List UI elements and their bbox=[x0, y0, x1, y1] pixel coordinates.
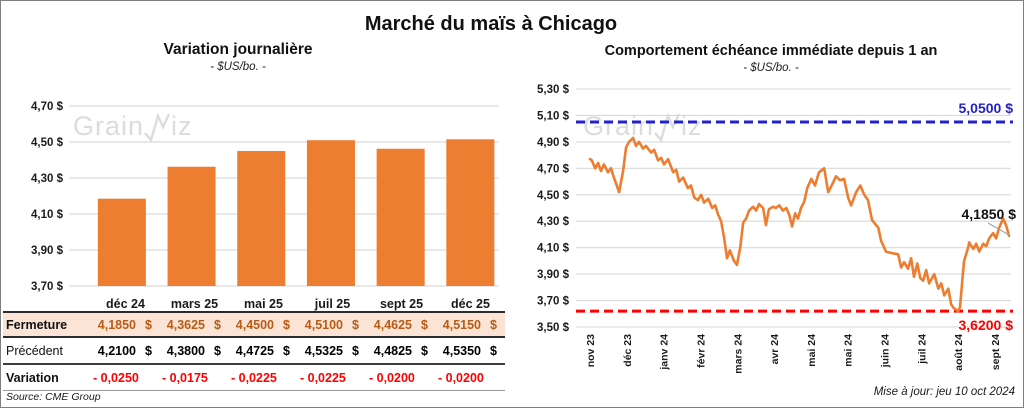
fermeture-value: 4,5100 $ bbox=[304, 317, 359, 332]
bar-chart-title: Variation journalière bbox=[163, 41, 313, 58]
line-chart-subtitle: - $US/bo. - bbox=[743, 62, 799, 74]
row-label: Fermeture bbox=[6, 317, 68, 332]
watermark-zigzag-icon bbox=[144, 112, 171, 142]
precedent-value: 4,2100 $ bbox=[97, 343, 152, 358]
variation-value: - 0,0225 bbox=[300, 370, 346, 385]
x-tick-label: mai 24 bbox=[806, 334, 818, 367]
bar-déc-25 bbox=[446, 139, 495, 286]
y-tick-label: 4,10 $ bbox=[31, 209, 64, 221]
x-tick-label: août 24 bbox=[953, 334, 965, 371]
watermark-text: Grain bbox=[73, 111, 145, 141]
futures-table: déc 24 mars 25 mai 25 juil 25 sept 25 déc 25 … bbox=[3, 290, 505, 391]
front-month-line-chart: 5,30 $ 5,10 $ 4,90 $ 4,70 $ 4,50 $ 4,30 $ 4,10… bbox=[537, 84, 1017, 374]
fermeture-value: 4,4625 $ bbox=[373, 317, 428, 332]
grainwiz-watermark: Grain iz bbox=[73, 111, 193, 142]
bar-mai-25 bbox=[237, 151, 286, 286]
resistance-label: 5,0500 $ bbox=[959, 100, 1014, 116]
y-tick-label: 4,10 $ bbox=[537, 243, 570, 255]
y-tick-label: 4,50 $ bbox=[537, 190, 570, 202]
x-tick-label: mars 24 bbox=[732, 334, 744, 374]
column-header: déc 24 bbox=[106, 297, 145, 311]
y-tick-label: 4,30 $ bbox=[537, 216, 570, 228]
callout-leader-line bbox=[987, 222, 1010, 236]
watermark-text: iz bbox=[681, 111, 703, 141]
precedent-value: 4,5350 $ bbox=[442, 343, 497, 358]
x-tick-label: févr 24 bbox=[695, 334, 707, 368]
column-header: juil 25 bbox=[314, 297, 351, 311]
fermeture-value: 4,1850 $ bbox=[97, 317, 152, 332]
page-title: Marché du maïs à Chicago bbox=[364, 13, 618, 35]
y-tick-label: 3,70 $ bbox=[537, 296, 570, 308]
bar-sept-25 bbox=[376, 148, 425, 286]
table-row-variation: Variation - 0,0250 - 0,0175 - 0,0225 - 0,022… bbox=[3, 364, 505, 391]
last-price-label: 4,1850 $ bbox=[962, 206, 1017, 222]
table-row-precedent: Précédent 4,2100 $ 4,3800 $ 4,4725 $ 4,5325 $ 4,4… bbox=[3, 337, 505, 364]
x-tick-label: mai 24 bbox=[843, 334, 855, 367]
column-header: déc 25 bbox=[451, 297, 490, 311]
y-tick-label: 4,70 $ bbox=[537, 163, 570, 175]
bar-chart-subtitle: - $US/bo. - bbox=[210, 61, 266, 73]
row-label: Précédent bbox=[6, 343, 63, 358]
precedent-value: 4,3800 $ bbox=[166, 343, 221, 358]
variation-value: - 0,0200 bbox=[438, 370, 484, 385]
precedent-value: 4,4825 $ bbox=[373, 343, 428, 358]
y-tick-label: 3,90 $ bbox=[31, 245, 64, 257]
source-note: Source: CME Group bbox=[6, 391, 101, 403]
x-tick-label: avr 24 bbox=[769, 334, 781, 365]
column-header: mars 25 bbox=[170, 297, 219, 311]
watermark-text: iz bbox=[171, 111, 193, 141]
y-tick-label: 4,30 $ bbox=[31, 173, 64, 185]
grainwiz-watermark: Grain iz bbox=[583, 111, 703, 142]
row-label: Variation bbox=[6, 370, 59, 385]
x-tick-label: juin 24 bbox=[880, 334, 892, 368]
futures-table-header: déc 24 mars 25 mai 25 juil 25 sept 25 déc 25 bbox=[3, 290, 505, 312]
x-tick-label: nov 23 bbox=[585, 334, 597, 367]
bar-mars-25 bbox=[167, 166, 216, 286]
table-corner bbox=[3, 290, 91, 312]
variation-value: - 0,0200 bbox=[369, 370, 415, 385]
y-tick-label: 4,50 $ bbox=[31, 137, 64, 149]
support-label: 3,6200 $ bbox=[959, 317, 1014, 333]
variation-value: - 0,0225 bbox=[231, 370, 277, 385]
column-header: mai 25 bbox=[244, 297, 283, 311]
fermeture-value: 4,5150 $ bbox=[442, 317, 497, 332]
x-tick-label: janv 24 bbox=[659, 334, 671, 371]
daily-variation-bar-chart: 4,70 $ 4,50 $ 4,30 $ 4,10 $ 3,90 $ 3,70 $ bbox=[31, 101, 499, 293]
bar-juil-25 bbox=[306, 140, 355, 286]
x-tick-label: sept 24 bbox=[990, 334, 1002, 370]
y-tick-label: 3,50 $ bbox=[537, 322, 570, 334]
fermeture-value: 4,3625 $ bbox=[166, 317, 221, 332]
line-chart-title: Comportement échéance immédiate depuis 1… bbox=[604, 43, 938, 59]
y-tick-label: 3,70 $ bbox=[31, 281, 64, 293]
x-tick-label: déc 23 bbox=[622, 334, 634, 367]
update-note: Mise à jour: jeu 10 oct 2024 bbox=[873, 386, 1015, 398]
y-tick-label: 3,90 $ bbox=[537, 269, 570, 281]
precedent-value: 4,5325 $ bbox=[304, 343, 359, 358]
variation-value: - 0,0175 bbox=[162, 370, 208, 385]
column-header: sept 25 bbox=[379, 297, 424, 311]
y-tick-label: 4,70 $ bbox=[31, 101, 64, 113]
y-tick-label: 5,30 $ bbox=[537, 84, 570, 96]
watermark-text: Grain bbox=[583, 111, 655, 141]
fermeture-value: 4,4500 $ bbox=[235, 317, 290, 332]
variation-value: - 0,0250 bbox=[93, 370, 139, 385]
price-line bbox=[588, 136, 1011, 313]
table-row-fermeture: Fermeture 4,1850 $ 4,3625 $ 4,4500 $ 4,5100 $ 4,4… bbox=[3, 312, 505, 337]
precedent-value: 4,4725 $ bbox=[235, 343, 290, 358]
y-tick-label: 4,90 $ bbox=[537, 137, 570, 149]
y-tick-label: 5,10 $ bbox=[537, 110, 570, 122]
bar-déc-24 bbox=[97, 198, 146, 286]
x-tick-label: juil 24 bbox=[916, 334, 928, 365]
